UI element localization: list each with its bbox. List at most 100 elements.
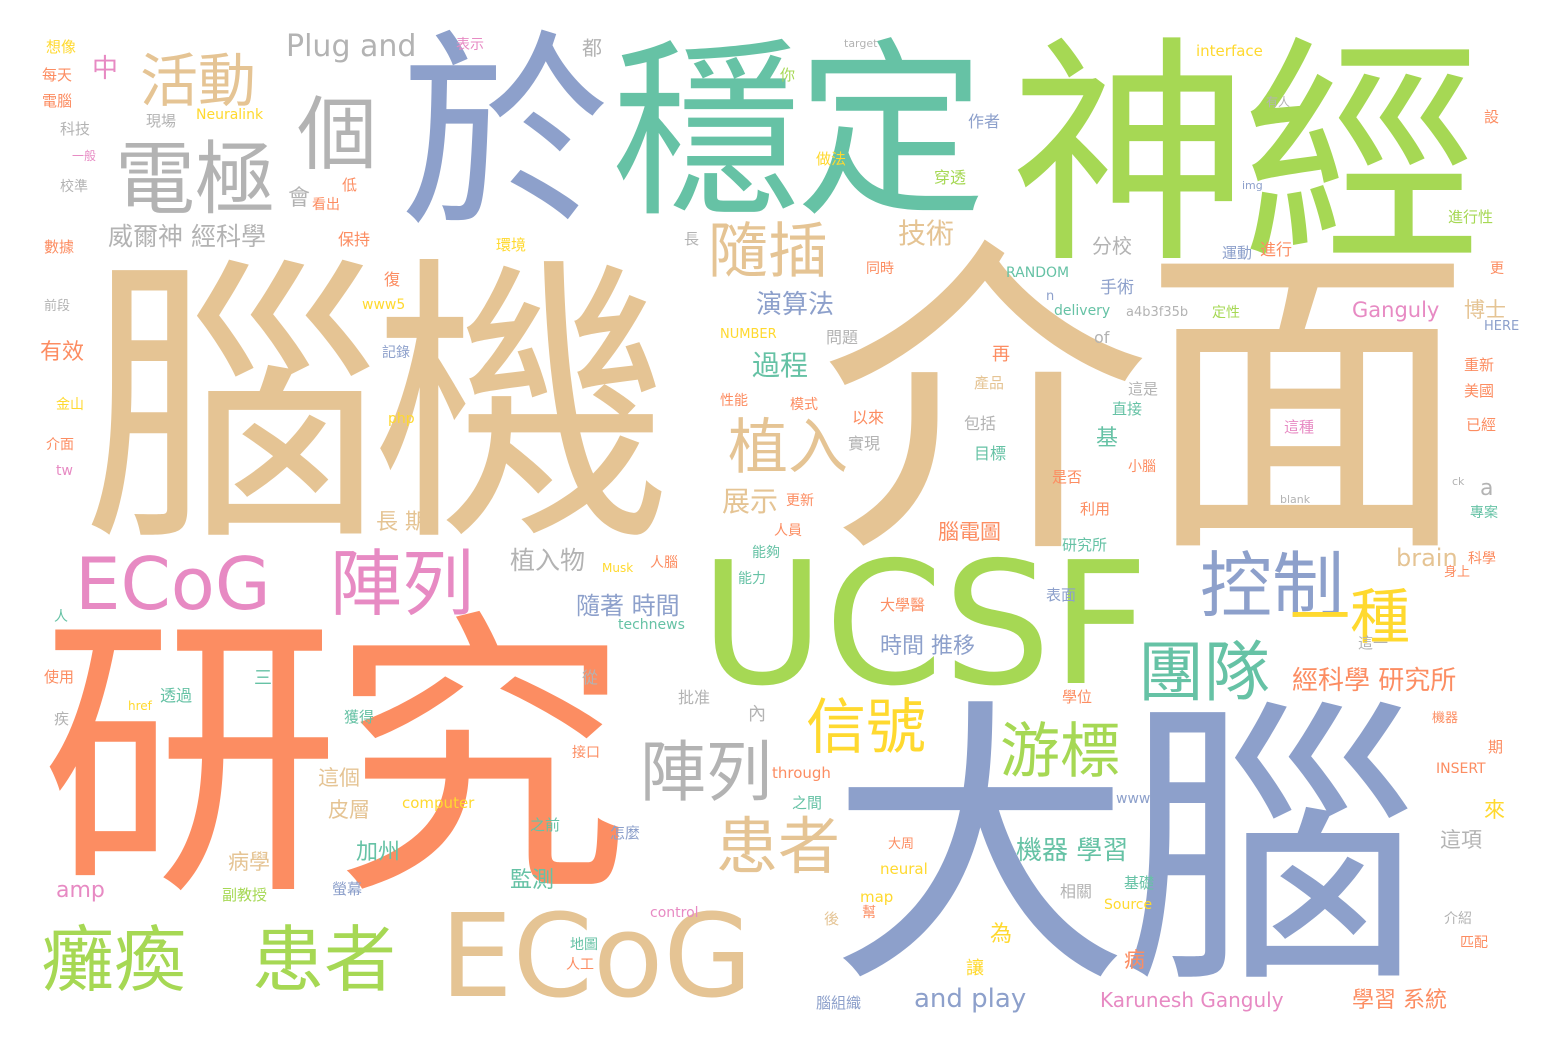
word-xiaonao: 小腦 bbox=[1128, 459, 1156, 475]
word-naoji: 腦機 bbox=[82, 233, 672, 582]
word-kongzhi: 控制 bbox=[1200, 544, 1345, 628]
word-yingmu: 螢幕 bbox=[332, 880, 363, 898]
word-shixian: 實現 bbox=[848, 434, 881, 453]
word-weiershen: 威爾神 經科學 bbox=[108, 222, 266, 251]
word-baochi: 保持 bbox=[338, 230, 371, 249]
word-mubiao: 目標 bbox=[974, 444, 1007, 463]
word-yu: 於 bbox=[400, 12, 611, 257]
word-random: RANDOM bbox=[1006, 265, 1070, 281]
word-control: control bbox=[650, 905, 699, 921]
word-www-word: www bbox=[1116, 791, 1151, 807]
word-dingxing: 定性 bbox=[1212, 305, 1240, 321]
word-san: 三 bbox=[254, 668, 272, 689]
word-zhiru: 植入 bbox=[728, 413, 848, 483]
word-danao: 大腦 bbox=[830, 675, 1420, 1024]
word-shenjing: 神經 bbox=[1010, 16, 1482, 296]
word-biaoshi: 表示 bbox=[456, 37, 484, 53]
word-jiazhou: 加州 bbox=[356, 840, 401, 865]
word-ge: 個 bbox=[284, 92, 377, 172]
word-target: target bbox=[844, 37, 878, 50]
word-shuju: 數據 bbox=[44, 238, 75, 256]
word-shoushu: 手術 bbox=[1100, 278, 1134, 298]
word-computer: computer bbox=[402, 794, 475, 812]
word-zuofa: 做法 bbox=[816, 150, 847, 168]
word-ren: 人 bbox=[54, 609, 68, 625]
word-img: img bbox=[1242, 179, 1263, 192]
word-jishu: 技術 bbox=[898, 217, 955, 250]
word-zhijie: 直接 bbox=[1112, 400, 1143, 418]
word-daxuexiao: 大學醫 bbox=[880, 596, 926, 614]
word-naodiantu: 腦電圖 bbox=[938, 520, 1001, 544]
word-jibing: 疾 bbox=[54, 710, 70, 728]
word-fenxiao: 分校 bbox=[1092, 234, 1132, 258]
word-xinhao: 信號 bbox=[806, 693, 926, 763]
word-kanchu: 看出 bbox=[312, 197, 340, 213]
word-neural: neural bbox=[880, 860, 928, 878]
word-qianduan: 前段 bbox=[44, 299, 71, 314]
word-zhanshi: 展示 bbox=[722, 485, 779, 518]
word-jiqi-small: 機器 bbox=[1432, 711, 1459, 726]
word-liyong: 利用 bbox=[1080, 500, 1111, 518]
word-through: through bbox=[772, 764, 831, 782]
word-tanhuan: 癱瘓 bbox=[42, 918, 187, 1002]
word-zhiqian: 之前 bbox=[530, 816, 561, 834]
word-zheixiang: 這項 bbox=[1440, 828, 1482, 852]
word-meitian: 每天 bbox=[42, 66, 73, 84]
word-jiekou: 接口 bbox=[572, 745, 600, 761]
word-zhuanan: 專案 bbox=[1470, 505, 1498, 521]
word-chuantou: 穿透 bbox=[934, 168, 967, 187]
word-zheige: 這個 bbox=[318, 766, 360, 790]
word-kexue: 科學 bbox=[1468, 551, 1496, 567]
word-suizhe-shijian: 隨著 時間 bbox=[576, 592, 680, 620]
word-technews: technews bbox=[618, 617, 685, 633]
word-xuewei: 學位 bbox=[1062, 688, 1093, 706]
word-nenggou: 能夠 bbox=[752, 545, 780, 561]
word-musk: Musk bbox=[602, 561, 634, 575]
word-a-letter: a bbox=[1480, 476, 1494, 501]
word-jilu: 記錄 bbox=[382, 345, 410, 361]
word-huanjing: 環境 bbox=[496, 236, 527, 254]
word-naozuzhi: 腦組織 bbox=[816, 994, 862, 1012]
word-zenme: 怎麼 bbox=[610, 824, 641, 842]
word-shenshang: 身上 bbox=[1444, 565, 1471, 580]
word-zhenlie-pink: 陣列 bbox=[330, 542, 475, 626]
word-karunesh: Karunesh Ganguly bbox=[1100, 988, 1284, 1012]
word-zhong: 中 bbox=[92, 54, 119, 84]
word-jingkexue-yanjiusuo: 經科學 研究所 bbox=[1292, 666, 1457, 696]
word-chanpin: 產品 bbox=[974, 374, 1005, 392]
word-insert: INSERT bbox=[1436, 761, 1486, 777]
word-zuozhe: 作者 bbox=[968, 112, 1001, 131]
word-xiangxiang: 想像 bbox=[46, 38, 77, 56]
word-wei: 為 bbox=[990, 922, 1013, 947]
word-renyuan: 人員 bbox=[774, 523, 802, 539]
word-zheyi: 這一 bbox=[1358, 634, 1389, 652]
word-gengxin: 更新 bbox=[786, 493, 814, 509]
word-jiemian: 介面 bbox=[820, 213, 1472, 597]
word-yanjiu: 研究 bbox=[40, 587, 630, 936]
word-hui: 會 bbox=[288, 186, 311, 211]
word-jieshao: 介紹 bbox=[1444, 911, 1472, 927]
word-pizhun: 批准 bbox=[678, 688, 711, 707]
word-ditu: 地圖 bbox=[570, 937, 598, 953]
word-jiemian-small: 介面 bbox=[46, 437, 74, 453]
word-lai: 來 bbox=[1484, 798, 1505, 822]
word-baokuo: 包括 bbox=[964, 414, 997, 433]
word-here: HERE bbox=[1484, 319, 1520, 334]
word-and-play: and play bbox=[914, 984, 1027, 1014]
word-tongguo: 透過 bbox=[160, 686, 193, 705]
word-yizhong: 一種 bbox=[1290, 583, 1410, 653]
word-yanjiusuo: 研究所 bbox=[1062, 536, 1108, 554]
word-number: NUMBER bbox=[720, 327, 777, 342]
word-tw: tw bbox=[56, 463, 73, 479]
word-shijian-tuiyi: 時間 推移 bbox=[880, 634, 975, 659]
word-pipei: 匹配 bbox=[1460, 935, 1488, 951]
word-zhe-shi: 這是 bbox=[1128, 380, 1159, 398]
word-ji: 基 bbox=[1096, 426, 1119, 451]
word-tuandui: 團隊 bbox=[1138, 634, 1270, 711]
word-dajia: 大周 bbox=[888, 837, 915, 852]
word-chongxin: 重新 bbox=[1464, 356, 1495, 374]
word-of: of bbox=[1094, 328, 1110, 347]
word-ck: ck bbox=[1452, 475, 1465, 488]
word-jiqi-xuexi: 機器 學習 bbox=[1016, 836, 1129, 866]
word-wending: 穩定 bbox=[612, 22, 986, 243]
